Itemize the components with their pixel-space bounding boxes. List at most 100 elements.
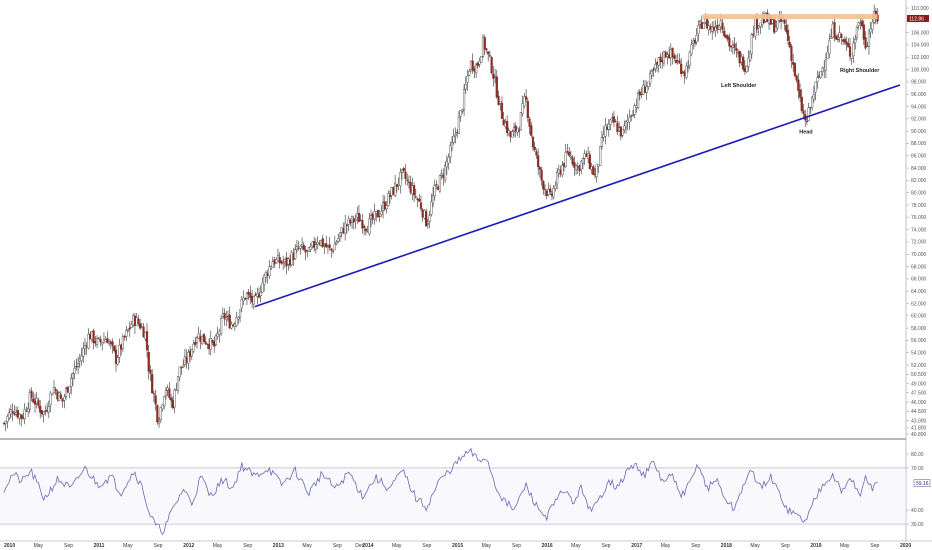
- candle-down: [487, 51, 490, 55]
- candle-up: [871, 21, 874, 30]
- candle-up: [552, 188, 555, 198]
- candle-up: [581, 158, 585, 164]
- candle-up: [268, 266, 271, 277]
- candle-down: [325, 243, 328, 248]
- candle-down: [328, 244, 331, 248]
- candle-up: [645, 86, 648, 93]
- rsi-axis[interactable]: 80.00 70.00 40.00 30.00 59.16: [906, 452, 931, 528]
- candle-up: [433, 185, 436, 197]
- candle-up: [499, 101, 502, 104]
- price-axis-tick-label: 70.000: [911, 252, 927, 258]
- time-axis-label: May: [123, 543, 133, 549]
- candle-up: [118, 345, 121, 358]
- candle-down: [30, 390, 33, 398]
- candle-up: [609, 119, 612, 125]
- candle-down: [404, 171, 407, 179]
- candle-down: [535, 151, 538, 156]
- candle-down: [566, 151, 569, 153]
- candle-up: [130, 324, 133, 328]
- candle-down: [836, 39, 840, 41]
- candle-up: [271, 261, 274, 268]
- candle-up: [49, 392, 52, 406]
- time-axis-label: Sep: [512, 543, 521, 549]
- candle-down: [228, 314, 231, 329]
- time-axis-label: 2010: [4, 543, 15, 549]
- candle-up: [161, 404, 164, 410]
- candle-up: [70, 377, 73, 387]
- resistance-zone[interactable]: [702, 14, 878, 20]
- candle-down: [490, 57, 493, 74]
- price-axis[interactable]: 110.000108.000106.000104.000102.000100.0…: [905, 0, 929, 541]
- candle-up: [337, 238, 340, 242]
- candle-up: [747, 58, 750, 67]
- candle-down: [540, 169, 543, 181]
- candle-up: [757, 25, 760, 29]
- candle-up: [263, 274, 266, 285]
- candle-down: [592, 166, 595, 175]
- candle-up: [235, 317, 238, 326]
- price-axis-tick-label: 76.000: [911, 215, 927, 221]
- candle-down: [847, 43, 850, 48]
- candle-down: [495, 76, 498, 98]
- candle-up: [309, 246, 312, 250]
- candle-up: [157, 421, 161, 424]
- candle-up: [480, 56, 483, 63]
- candle-up: [80, 355, 83, 362]
- candle-up: [468, 70, 471, 76]
- candle-up: [4, 421, 7, 424]
- rsi-band-fill: [0, 468, 906, 524]
- candle-down: [614, 121, 617, 123]
- candle-up: [101, 342, 104, 345]
- candle-up: [426, 223, 429, 225]
- candle-up: [190, 349, 193, 357]
- candle-up: [457, 117, 460, 134]
- time-axis-label: May: [392, 543, 402, 549]
- ascending-trendline[interactable]: [254, 84, 901, 308]
- candle-up: [816, 77, 819, 82]
- candle-up: [600, 137, 604, 147]
- candle-up: [574, 164, 578, 170]
- candle-down: [630, 115, 633, 117]
- price-axis-tick-label: 44.500: [911, 409, 927, 415]
- candle-up: [163, 396, 166, 406]
- candle-down: [785, 24, 788, 32]
- time-axis[interactable]: 2010 May Sep 2011 May Sep 2012 May Sep 2013 May Sep…: [0, 540, 932, 549]
- time-axis-label: May: [213, 543, 223, 549]
- candle-down: [128, 327, 131, 330]
- price-axis-tick-label: 98.000: [911, 80, 927, 86]
- candle-down: [537, 155, 540, 168]
- candle-down: [204, 341, 207, 345]
- candle-down: [840, 34, 843, 39]
- candle-up: [819, 71, 822, 79]
- candle-up: [854, 38, 857, 44]
- candle-down: [139, 323, 142, 329]
- price-axis-tick-label: 80.000: [911, 190, 927, 196]
- candle-up: [83, 345, 87, 349]
- time-axis-label: 2019: [810, 543, 821, 549]
- candle-down: [530, 125, 533, 136]
- candle-up: [387, 193, 390, 207]
- candle-up: [569, 155, 572, 158]
- candle-up: [850, 53, 853, 59]
- time-axis-label: 2016: [542, 543, 553, 549]
- candle-up: [745, 65, 748, 72]
- candle-down: [363, 226, 366, 228]
- candle-down: [111, 341, 114, 346]
- candle-down: [137, 318, 140, 324]
- candle-up: [237, 316, 240, 320]
- candle-down: [612, 116, 616, 123]
- candle-down: [833, 22, 836, 38]
- candle-up: [464, 83, 467, 90]
- candle-up: [333, 243, 336, 250]
- rsi-pane[interactable]: [0, 447, 906, 536]
- price-pane[interactable]: Left Shoulder Head Right Shoulder: [0, 4, 906, 440]
- candle-up: [447, 157, 450, 164]
- candle-up: [824, 59, 828, 71]
- price-axis-tick-label: 46.000: [911, 400, 927, 406]
- candle-up: [449, 145, 452, 158]
- candle-up: [654, 64, 657, 69]
- candle-up: [475, 64, 478, 74]
- candle-down: [798, 89, 802, 98]
- candle-up: [511, 131, 514, 138]
